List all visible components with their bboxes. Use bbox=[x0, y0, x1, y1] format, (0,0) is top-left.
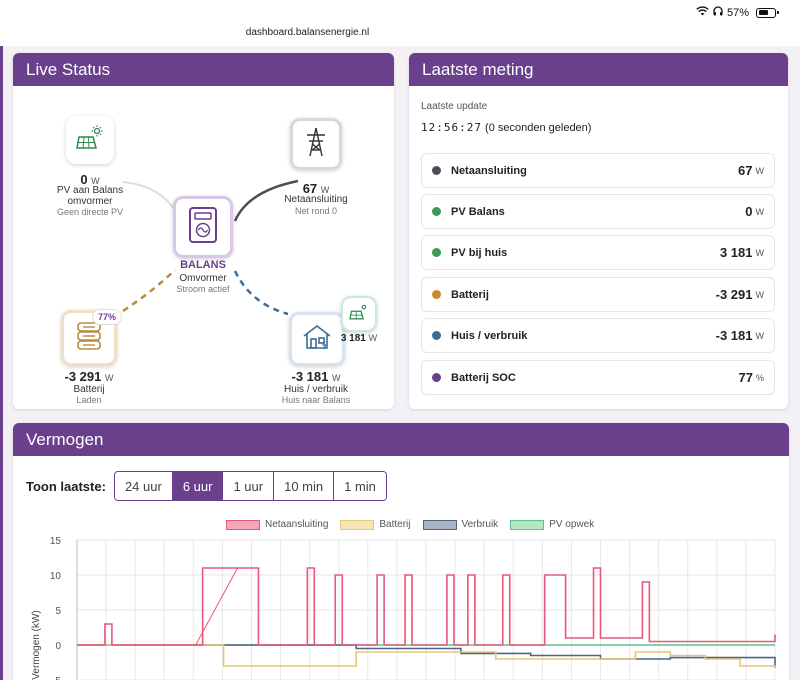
series-dot bbox=[432, 331, 441, 340]
grid-label: Netaansluiting bbox=[284, 194, 348, 205]
series-dot bbox=[432, 373, 441, 382]
update-time: 12:56:27 (0 seconden geleden) bbox=[421, 121, 592, 134]
legend-item-netaansluiting[interactable]: Netaansluiting bbox=[226, 519, 328, 530]
balans-node[interactable] bbox=[173, 196, 233, 258]
battery-stack-icon bbox=[75, 321, 103, 356]
pv-value: 0 W bbox=[80, 172, 100, 187]
series-dot bbox=[432, 248, 441, 257]
live-status-card: Live Status 0 W PV aan Balans omvormer Ge… bbox=[13, 53, 394, 409]
grid-value: 67 W bbox=[302, 181, 330, 196]
legend-item-batterij[interactable]: Batterij bbox=[340, 519, 411, 530]
update-label: Laatste update bbox=[421, 101, 488, 112]
house-value: -3 181 W bbox=[291, 369, 341, 384]
url-bar[interactable]: dashboard.balansenergie.nl bbox=[237, 21, 378, 43]
series-dot bbox=[432, 166, 441, 175]
legend-swatch bbox=[226, 519, 260, 530]
energy-flow-diagram: 0 W PV aan Balans omvormer Geen directe P… bbox=[13, 86, 394, 409]
wifi-icon bbox=[696, 6, 709, 19]
y-tick-label: 10 bbox=[50, 571, 62, 582]
vermogen-title: Vermogen bbox=[13, 423, 789, 456]
power-chart: 15 10 5 0 -5 Vermogen (kW) bbox=[31, 536, 776, 680]
grid-sub: Net rond 0 bbox=[294, 206, 338, 216]
series-dot bbox=[432, 207, 441, 216]
series-connector bbox=[195, 567, 238, 646]
measurement-row-batterij-soc: Batterij SOC 77% bbox=[421, 360, 775, 395]
laatste-meting-card: Laatste meting Laatste update 12:56:27 (… bbox=[409, 53, 788, 409]
grid-node[interactable] bbox=[290, 118, 342, 170]
measurement-row-batterij: Batterij -3 291 W bbox=[421, 277, 775, 312]
solar-panel-icon bbox=[76, 125, 104, 156]
inverter-icon bbox=[188, 206, 218, 248]
balans-name: BALANS bbox=[180, 259, 226, 271]
legend-swatch bbox=[422, 519, 457, 530]
series-line-batterij bbox=[77, 644, 776, 669]
system-indicators: 57% bbox=[696, 6, 779, 19]
legend-item-verbruik[interactable]: Verbruik bbox=[422, 519, 498, 530]
range-button-10-min[interactable]: 10 min bbox=[274, 472, 335, 500]
range-label: Toon laatste: bbox=[26, 478, 106, 494]
legend-swatch bbox=[510, 519, 545, 530]
house-flow-line bbox=[233, 270, 289, 316]
house-node[interactable] bbox=[289, 312, 345, 366]
range-button-6-uur[interactable]: 6 uur bbox=[172, 472, 224, 500]
range-button-1-min[interactable]: 1 min bbox=[334, 472, 386, 500]
battery-soc-badge: 77% bbox=[92, 309, 123, 325]
house-pv-node[interactable] bbox=[341, 296, 377, 332]
live-status-title: Live Status bbox=[13, 53, 394, 86]
device-status-bar: dashboard.balansenergie.nl 57% bbox=[0, 0, 800, 46]
battery-value: -3 291 W bbox=[64, 369, 114, 384]
house-sub: Huis naar Balans bbox=[281, 395, 351, 405]
house-icon bbox=[302, 324, 332, 355]
battery-percent: 57% bbox=[726, 6, 749, 19]
battery-sub: Laden bbox=[76, 395, 102, 405]
headphones-icon bbox=[713, 6, 723, 19]
power-pylon-icon bbox=[305, 127, 327, 162]
range-button-24-uur[interactable]: 24 uur bbox=[114, 472, 173, 500]
y-axis-label: Vermogen (kW) bbox=[31, 610, 42, 679]
house-pv-value: 3 181 W bbox=[340, 333, 378, 344]
series-line-verbruik bbox=[77, 644, 776, 668]
legend-swatch bbox=[340, 519, 375, 530]
range-button-group: 24 uur 6 uur 1 uur 10 min 1 min bbox=[113, 471, 387, 501]
measurement-row-netaansluiting: Netaansluiting 67 W bbox=[421, 153, 775, 188]
y-tick-label: 15 bbox=[50, 536, 62, 547]
measurement-row-huis-verbruik: Huis / verbruik -3 181 W bbox=[421, 318, 775, 353]
pv-sub: Geen directe PV bbox=[56, 207, 124, 217]
battery-node[interactable] bbox=[61, 310, 117, 366]
balans-label: Omvormer bbox=[179, 273, 227, 284]
legend-item-pv-opwek[interactable]: PV opwek bbox=[510, 519, 594, 530]
vermogen-card: Vermogen Toon laatste: 24 uur 6 uur 1 uu… bbox=[13, 423, 789, 680]
measurement-row-pv-bij-huis: PV bij huis 3 181 W bbox=[421, 235, 775, 270]
range-button-1-uur[interactable]: 1 uur bbox=[223, 472, 275, 500]
y-tick-label: 0 bbox=[55, 641, 61, 652]
laatste-meting-title: Laatste meting bbox=[409, 53, 788, 86]
battery-flow-line bbox=[122, 269, 176, 313]
series-line-netaansluiting bbox=[77, 567, 776, 646]
battery-icon bbox=[756, 7, 779, 18]
balans-sub: Stroom actief bbox=[176, 284, 230, 294]
y-tick-label: -5 bbox=[52, 676, 61, 680]
pv-label: PV aan Balans omvormer bbox=[56, 185, 124, 207]
y-tick-label: 5 bbox=[55, 606, 61, 617]
sidebar-edge bbox=[0, 46, 3, 680]
house-label: Huis / verbruik bbox=[284, 384, 348, 395]
net-flow-line bbox=[233, 179, 299, 222]
pv-node[interactable] bbox=[66, 116, 114, 164]
range-selector: Toon laatste: 24 uur 6 uur 1 uur 10 min … bbox=[26, 471, 387, 501]
solar-panel-icon bbox=[349, 303, 369, 326]
battery-label: Batterij bbox=[73, 384, 105, 395]
series-dot bbox=[432, 290, 441, 299]
chart-legend: Netaansluiting Batterij Verbruik PV opwe… bbox=[226, 519, 594, 530]
